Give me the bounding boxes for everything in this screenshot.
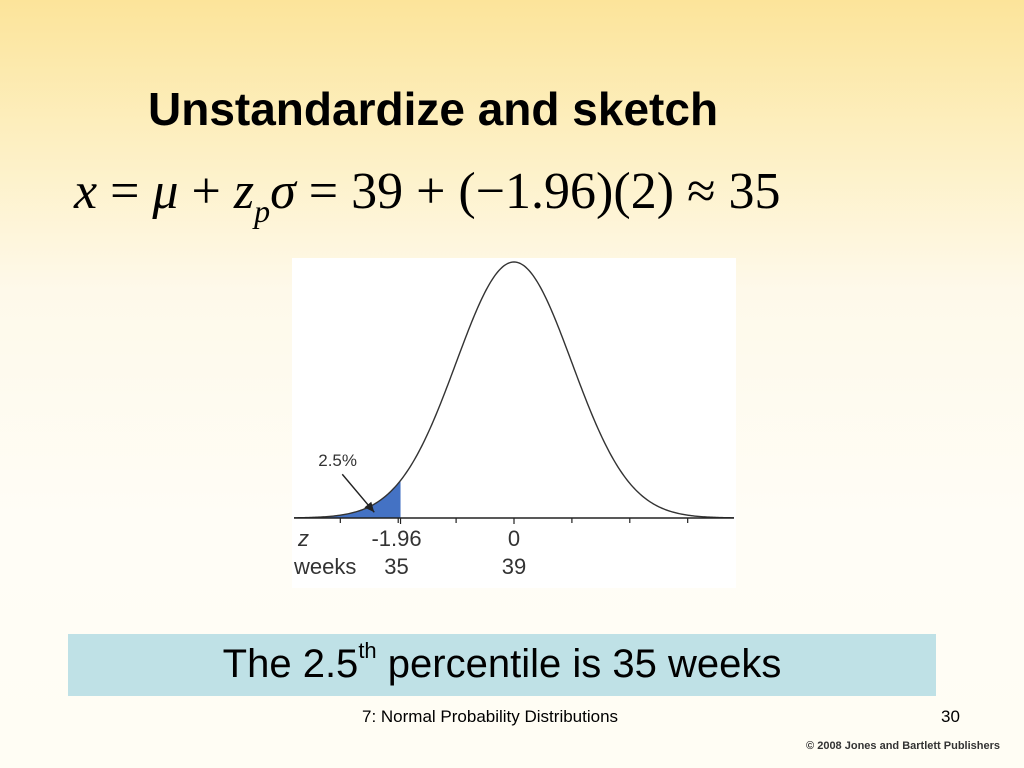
axis-label-z: z: [297, 526, 309, 551]
formula-equals: =: [97, 163, 153, 220]
result-pre: The 2.5: [222, 642, 359, 686]
formula-sigma: σ: [270, 163, 296, 220]
formula-rhs: = 39 + (−1.96)(2) ≈ 35: [295, 163, 781, 220]
formula-x: x: [74, 163, 98, 220]
annotation-arrow-head: [364, 501, 375, 513]
tick-label-z-0: 0: [508, 526, 520, 551]
density-curve: [293, 261, 735, 519]
tick-label-weeks-39: 39: [502, 554, 526, 579]
copyright-notice: © 2008 Jones and Bartlett Publishers: [806, 740, 1000, 752]
tick-label-weeks-35: 35: [384, 554, 408, 579]
formula-plus: +: [178, 163, 234, 220]
shaded-tail-area: [294, 480, 401, 518]
normal-curve-svg: 2.5% z weeks -1.96 0 35 39: [293, 261, 735, 579]
slide-title: Unstandardize and sketch: [148, 83, 719, 135]
result-sup: th: [358, 638, 377, 663]
axis-ticks: [339, 518, 689, 524]
formula-p-subscript: p: [254, 193, 271, 229]
result-text: The 2.5th percentile is 35 weeks: [222, 638, 782, 687]
axis-label-weeks: weeks: [293, 554, 356, 579]
formula-mu: μ: [152, 163, 179, 220]
result-post: percentile is 35 weeks: [376, 642, 782, 686]
result-callout: The 2.5th percentile is 35 weeks: [68, 634, 936, 696]
unstandardize-formula: x = μ + zpσ = 39 + (−1.96)(2) ≈ 35: [74, 162, 781, 229]
normal-curve-chart: 2.5% z weeks -1.96 0 35 39: [292, 258, 736, 588]
annotation-label: 2.5%: [318, 451, 357, 470]
page-number: 30: [941, 707, 960, 726]
tick-label-z-neg196: -1.96: [371, 526, 421, 551]
formula-z: z: [233, 163, 255, 220]
footer-text: 7: Normal Probability Distributions: [362, 707, 619, 726]
